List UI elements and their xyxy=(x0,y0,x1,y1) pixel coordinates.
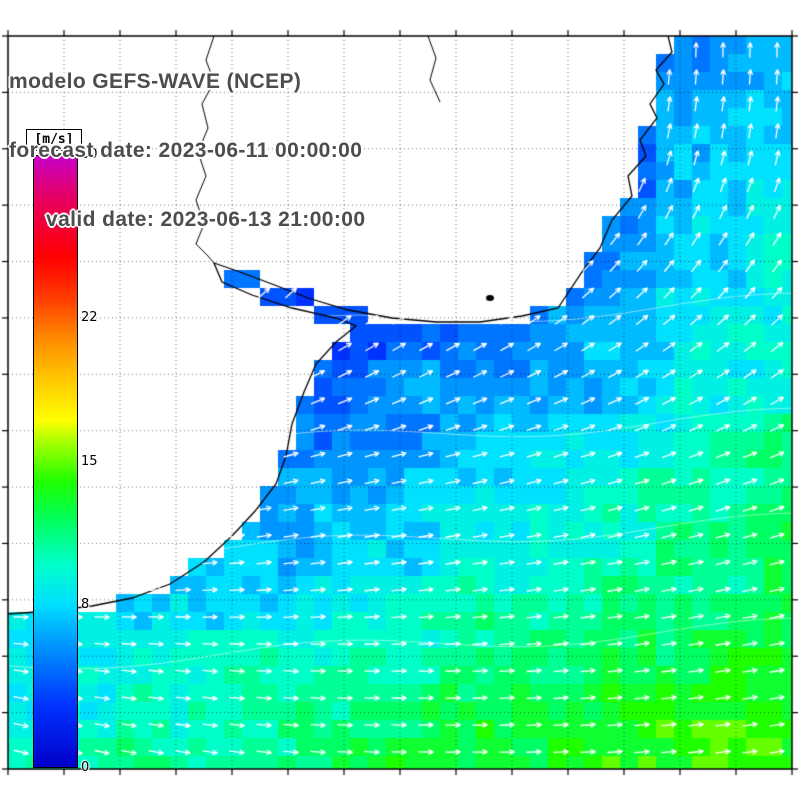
title-forecast-date: forecast date: 2023-06-11 00:00:00 xyxy=(9,139,363,162)
title-model-line: modelo GEFS-WAVE (NCEP) xyxy=(9,70,302,93)
map-title: modelo GEFS-WAVE (NCEP) forecast date: 2… xyxy=(9,24,365,277)
title-valid-date: valid date: 2023-06-13 21:00:00 xyxy=(46,208,366,231)
